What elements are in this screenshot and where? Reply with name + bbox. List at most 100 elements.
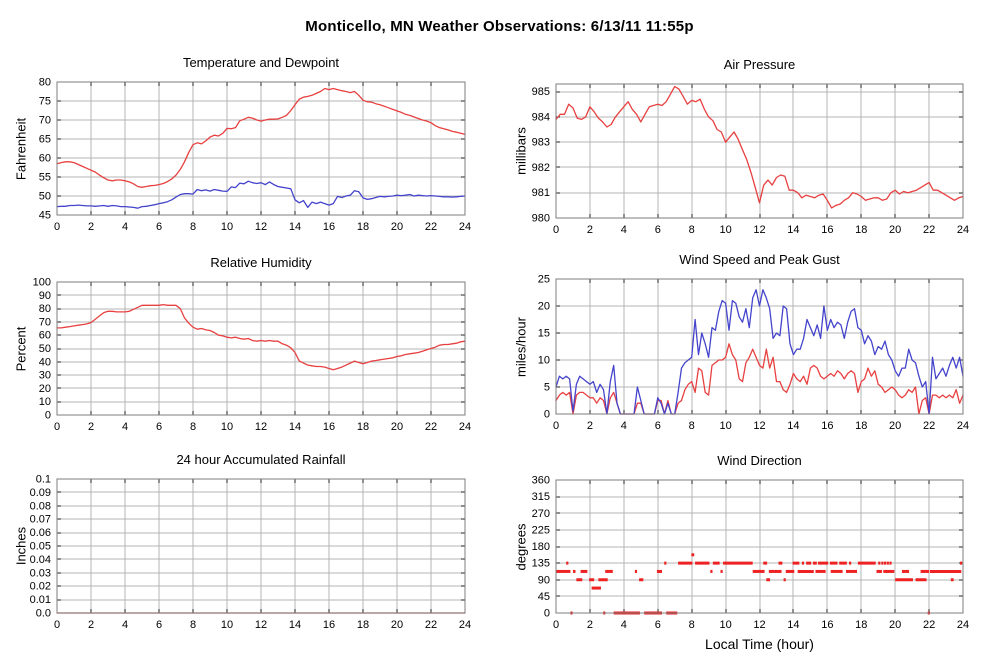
svg-text:25: 25 bbox=[538, 274, 550, 286]
svg-text:18: 18 bbox=[855, 420, 867, 432]
svg-text:18: 18 bbox=[855, 224, 867, 236]
svg-text:6: 6 bbox=[156, 619, 162, 631]
svg-text:983: 983 bbox=[532, 137, 550, 149]
chart-relative-humidity: Relative Humidity Percent 0 2 4 6 8 10 12 14 16 1… bbox=[0, 245, 490, 445]
gridlines bbox=[56, 478, 466, 614]
chart-title: Relative Humidity bbox=[210, 255, 312, 270]
svg-text:20: 20 bbox=[391, 221, 403, 233]
svg-text:22: 22 bbox=[425, 221, 437, 233]
svg-text:984: 984 bbox=[532, 111, 550, 123]
svg-text:20: 20 bbox=[889, 224, 901, 236]
svg-text:20: 20 bbox=[391, 421, 403, 433]
svg-text:360: 360 bbox=[532, 475, 550, 487]
series-humidity bbox=[56, 303, 466, 371]
svg-text:0.02: 0.02 bbox=[30, 581, 51, 593]
svg-text:55: 55 bbox=[39, 172, 51, 184]
svg-text:65: 65 bbox=[39, 134, 51, 146]
svg-text:24: 24 bbox=[957, 619, 969, 631]
svg-text:24: 24 bbox=[459, 421, 471, 433]
svg-text:0: 0 bbox=[553, 619, 559, 631]
svg-text:22: 22 bbox=[425, 619, 437, 631]
svg-text:20: 20 bbox=[538, 301, 550, 313]
svg-text:0: 0 bbox=[54, 619, 60, 631]
svg-text:90: 90 bbox=[39, 290, 51, 302]
svg-text:10: 10 bbox=[719, 420, 731, 432]
plot-border bbox=[56, 81, 466, 216]
svg-text:4: 4 bbox=[122, 221, 128, 233]
svg-text:16: 16 bbox=[821, 420, 833, 432]
svg-text:982: 982 bbox=[532, 162, 550, 174]
svg-text:0.08: 0.08 bbox=[30, 500, 51, 512]
svg-text:18: 18 bbox=[357, 619, 369, 631]
svg-text:24: 24 bbox=[957, 420, 969, 432]
svg-text:0.0: 0.0 bbox=[36, 608, 51, 620]
svg-text:225: 225 bbox=[532, 524, 550, 536]
plot-border bbox=[56, 281, 466, 416]
svg-text:80: 80 bbox=[39, 77, 51, 89]
svg-text:16: 16 bbox=[323, 221, 335, 233]
svg-text:8: 8 bbox=[190, 221, 196, 233]
svg-text:135: 135 bbox=[532, 558, 550, 570]
svg-text:2: 2 bbox=[587, 619, 593, 631]
svg-text:15: 15 bbox=[538, 328, 550, 340]
svg-text:24: 24 bbox=[459, 619, 471, 631]
svg-text:981: 981 bbox=[532, 187, 550, 199]
tick-labels: 0 2 4 6 8 10 12 14 16 18 20 22 240102030405060708090… bbox=[33, 277, 471, 434]
gridlines bbox=[56, 281, 466, 416]
svg-text:24: 24 bbox=[957, 224, 969, 236]
chart-title: Wind Speed and Peak Gust bbox=[679, 252, 840, 267]
svg-text:22: 22 bbox=[923, 619, 935, 631]
plot-border bbox=[555, 83, 964, 219]
svg-text:16: 16 bbox=[323, 619, 335, 631]
svg-text:10: 10 bbox=[221, 421, 233, 433]
series-dewpoint bbox=[56, 180, 466, 209]
svg-text:6: 6 bbox=[156, 221, 162, 233]
svg-text:60: 60 bbox=[39, 153, 51, 165]
svg-text:4: 4 bbox=[621, 420, 627, 432]
svg-text:0.01: 0.01 bbox=[30, 594, 51, 606]
svg-text:2: 2 bbox=[587, 420, 593, 432]
svg-text:2: 2 bbox=[88, 421, 94, 433]
svg-text:12: 12 bbox=[753, 224, 765, 236]
chart-title: Wind Direction bbox=[717, 453, 802, 468]
svg-text:60: 60 bbox=[39, 330, 51, 342]
svg-text:4: 4 bbox=[122, 619, 128, 631]
svg-text:270: 270 bbox=[532, 508, 550, 520]
svg-text:2: 2 bbox=[88, 619, 94, 631]
svg-text:6: 6 bbox=[655, 420, 661, 432]
svg-text:10: 10 bbox=[221, 619, 233, 631]
svg-text:18: 18 bbox=[357, 421, 369, 433]
chart-title: Temperature and Dewpoint bbox=[182, 55, 340, 70]
tick-marks bbox=[56, 281, 466, 416]
svg-text:6: 6 bbox=[655, 224, 661, 236]
gridlines bbox=[555, 479, 964, 614]
svg-text:40: 40 bbox=[39, 356, 51, 368]
svg-text:0.05: 0.05 bbox=[30, 541, 51, 553]
wind-direction-points bbox=[556, 553, 963, 615]
plot-border bbox=[555, 278, 964, 415]
svg-text:0.09: 0.09 bbox=[30, 487, 51, 499]
svg-text:12: 12 bbox=[255, 221, 267, 233]
svg-text:100: 100 bbox=[33, 277, 51, 289]
series-temperature bbox=[56, 87, 466, 188]
svg-text:4: 4 bbox=[122, 421, 128, 433]
svg-text:12: 12 bbox=[255, 619, 267, 631]
svg-text:14: 14 bbox=[787, 420, 799, 432]
svg-text:70: 70 bbox=[39, 115, 51, 127]
svg-text:10: 10 bbox=[221, 221, 233, 233]
svg-text:2: 2 bbox=[88, 221, 94, 233]
svg-text:0.04: 0.04 bbox=[30, 554, 51, 566]
svg-text:75: 75 bbox=[39, 96, 51, 108]
svg-text:0: 0 bbox=[54, 421, 60, 433]
svg-text:16: 16 bbox=[323, 421, 335, 433]
tick-labels: 0 2 4 6 8 10 12 14 16 18 20 22 240459013518022527031… bbox=[532, 475, 969, 632]
svg-text:4: 4 bbox=[621, 224, 627, 236]
svg-text:8: 8 bbox=[190, 421, 196, 433]
svg-text:18: 18 bbox=[357, 221, 369, 233]
svg-text:0: 0 bbox=[544, 608, 550, 620]
